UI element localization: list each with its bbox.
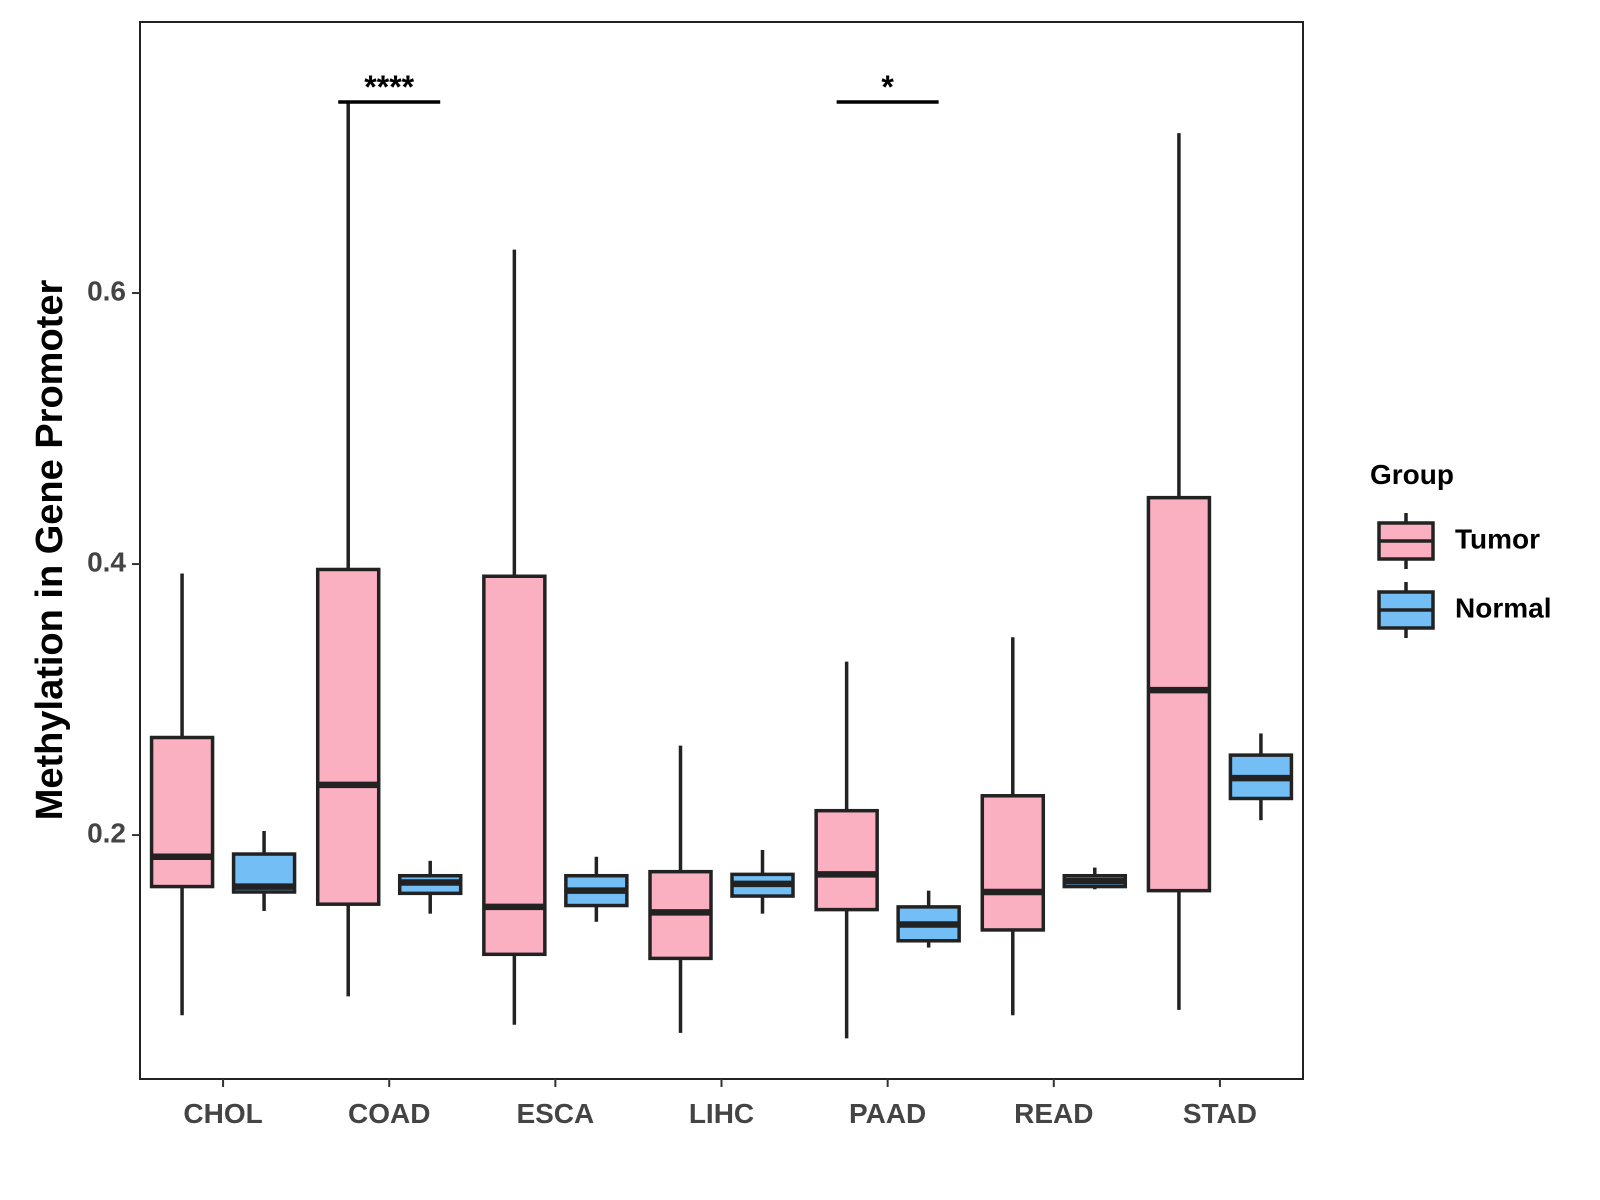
x-tick-label-chol: CHOL bbox=[183, 1098, 262, 1129]
x-axis: CHOL COAD ESCA LIHC PAAD READ STAD bbox=[183, 1079, 1257, 1129]
x-tick-label-stad: STAD bbox=[1183, 1098, 1257, 1129]
y-axis-label: Methylation in Gene Promoter bbox=[29, 280, 71, 821]
significance-label-paad: * bbox=[881, 69, 894, 105]
box-iqr-tumor-stad bbox=[1146, 495, 1212, 893]
y-axis: 0.2 0.4 0.6 bbox=[87, 275, 140, 848]
x-tick-label-read: READ bbox=[1014, 1098, 1093, 1129]
box-iqr-tumor-read bbox=[980, 794, 1046, 932]
significance-coad: **** bbox=[338, 69, 441, 105]
legend-title: Group bbox=[1370, 459, 1454, 490]
legend-label-normal: Normal bbox=[1455, 592, 1551, 623]
box-tumor-esca bbox=[482, 249, 547, 1025]
box-normal-stad bbox=[1228, 733, 1294, 821]
box-iqr-tumor-coad bbox=[315, 567, 381, 906]
box-normal-chol bbox=[231, 831, 297, 911]
box-iqr-tumor-chol bbox=[149, 735, 215, 889]
significance-paad: * bbox=[836, 69, 939, 105]
significance-label-coad: **** bbox=[364, 69, 414, 105]
plot-marks: **** * bbox=[149, 69, 1294, 1039]
plot-panel-border bbox=[139, 21, 1304, 1080]
box-normal-lihc bbox=[730, 849, 795, 914]
box-tumor-lihc bbox=[648, 745, 713, 1033]
y-tick-label-0.6: 0.6 bbox=[87, 275, 126, 306]
box-normal-read bbox=[1062, 867, 1128, 890]
legend-item-normal: Normal bbox=[1377, 582, 1551, 638]
legend-label-tumor: Tumor bbox=[1455, 523, 1540, 554]
legend-item-tumor: Tumor bbox=[1377, 513, 1540, 569]
box-tumor-read bbox=[980, 637, 1046, 1016]
box-normal-esca bbox=[564, 856, 629, 922]
box-normal-coad bbox=[397, 860, 463, 914]
box-tumor-paad bbox=[814, 661, 879, 1039]
x-tick-label-coad: COAD bbox=[348, 1098, 430, 1129]
legend: Group Tumor Normal bbox=[1370, 459, 1551, 638]
y-tick-label-0.4: 0.4 bbox=[87, 546, 126, 577]
box-tumor-coad bbox=[315, 100, 381, 997]
y-tick-label-0.2: 0.2 bbox=[87, 817, 126, 848]
x-tick-label-esca: ESCA bbox=[516, 1098, 594, 1129]
x-tick-label-paad: PAAD bbox=[849, 1098, 926, 1129]
box-tumor-stad bbox=[1146, 133, 1212, 1010]
box-tumor-chol bbox=[149, 573, 215, 1016]
box-iqr-tumor-paad bbox=[814, 808, 879, 912]
box-normal-paad bbox=[896, 890, 961, 948]
box-iqr-tumor-esca bbox=[482, 574, 547, 957]
x-tick-label-lihc: LIHC bbox=[689, 1098, 754, 1129]
